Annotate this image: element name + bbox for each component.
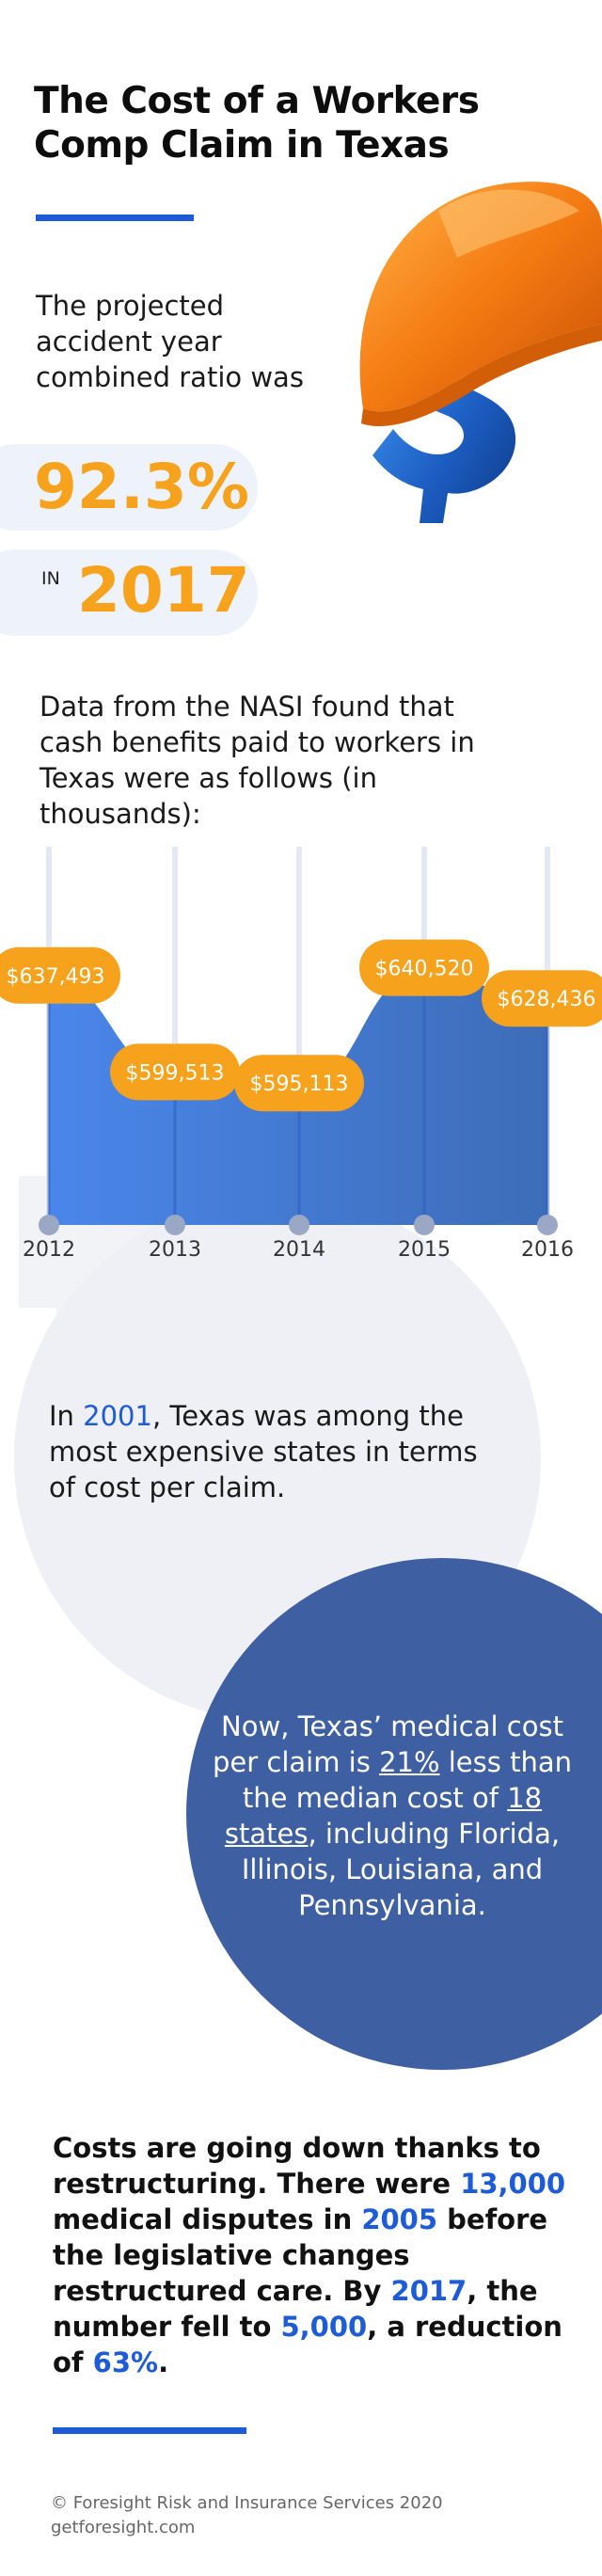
ratio-value: 92.3% xyxy=(34,451,249,523)
year-pill xyxy=(0,549,258,636)
data-label-2012: $637,493 xyxy=(7,965,105,989)
x-tick-2013: 2013 xyxy=(149,1238,201,1262)
costs-paragraph: Costs are going down thanks to restructu… xyxy=(53,2132,566,2378)
ratio-year: 2017 xyxy=(77,554,250,627)
pct-21: 21% xyxy=(379,1746,440,1778)
x-tick-2014: 2014 xyxy=(273,1238,325,1262)
disputes-2017-count: 5,000 xyxy=(280,2311,368,2343)
base-dot-2015 xyxy=(414,1215,435,1235)
ratio-label: The projected accident year combined rat… xyxy=(36,290,304,393)
x-tick-2015: 2015 xyxy=(398,1238,451,1262)
copyright: © Foresight Risk and Insurance Services … xyxy=(51,2493,443,2513)
reduction-pct: 63% xyxy=(92,2346,159,2378)
data-label-2014: $595,113 xyxy=(250,1073,349,1096)
year-2001: 2001 xyxy=(83,1400,152,1432)
x-tick-2016: 2016 xyxy=(521,1238,574,1262)
bottom-rule xyxy=(53,2427,246,2434)
data-label-bg-2015 xyxy=(359,939,489,996)
footer: © Foresight Risk and Insurance Services … xyxy=(51,2491,443,2540)
x-tick-2012: 2012 xyxy=(23,1238,75,1262)
base-dot-2016 xyxy=(537,1215,558,1235)
base-dot-2012 xyxy=(39,1215,59,1235)
in-label: IN xyxy=(41,568,60,589)
blue-circle xyxy=(186,1558,602,2070)
data-label-2016: $628,436 xyxy=(498,988,596,1011)
states-18: 18 states xyxy=(224,1782,543,1850)
site-link[interactable]: getforesight.com xyxy=(51,2518,196,2537)
nasi-description: Data from the NASI found that cash benef… xyxy=(40,691,475,830)
text-2001: In 2001, Texas was among the most expens… xyxy=(49,1400,478,1503)
ratio-pill xyxy=(0,444,258,531)
data-label-bg-2016 xyxy=(482,970,602,1027)
year-2017: 2017 xyxy=(390,2275,467,2307)
year-2005: 2005 xyxy=(361,2203,438,2235)
page-title: The Cost of a Workers Comp Claim in Texa… xyxy=(34,80,480,167)
data-label-2015: $640,520 xyxy=(375,958,474,981)
hardhat-dollar-icon xyxy=(359,182,602,523)
base-dot-2013 xyxy=(165,1215,185,1235)
cash-benefits-chart: 2012 2013 2014 2015 2016 $637,493 $599,513 $595… xyxy=(0,847,602,1262)
circle-medical-cost-text: Now, Texas’ medical cost per claim is 21… xyxy=(212,1710,572,1921)
data-label-bg-2014 xyxy=(234,1055,364,1112)
data-label-bg-2013 xyxy=(110,1043,240,1101)
disputes-2005-count: 13,000 xyxy=(460,2168,566,2200)
data-label-2013: $599,513 xyxy=(126,1061,225,1085)
data-label-bg-2012 xyxy=(0,946,120,1004)
base-dot-2014 xyxy=(289,1215,309,1235)
title-underline xyxy=(36,215,194,221)
